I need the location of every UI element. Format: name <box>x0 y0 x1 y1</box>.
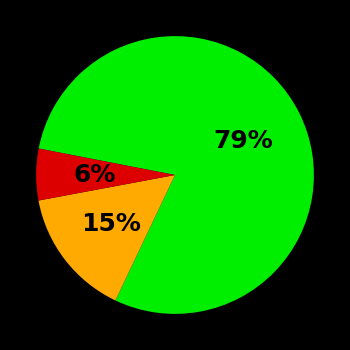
Wedge shape <box>38 36 314 314</box>
Text: 6%: 6% <box>73 163 116 187</box>
Text: 79%: 79% <box>213 128 273 153</box>
Wedge shape <box>38 175 175 300</box>
Text: 15%: 15% <box>81 212 141 236</box>
Wedge shape <box>36 148 175 201</box>
